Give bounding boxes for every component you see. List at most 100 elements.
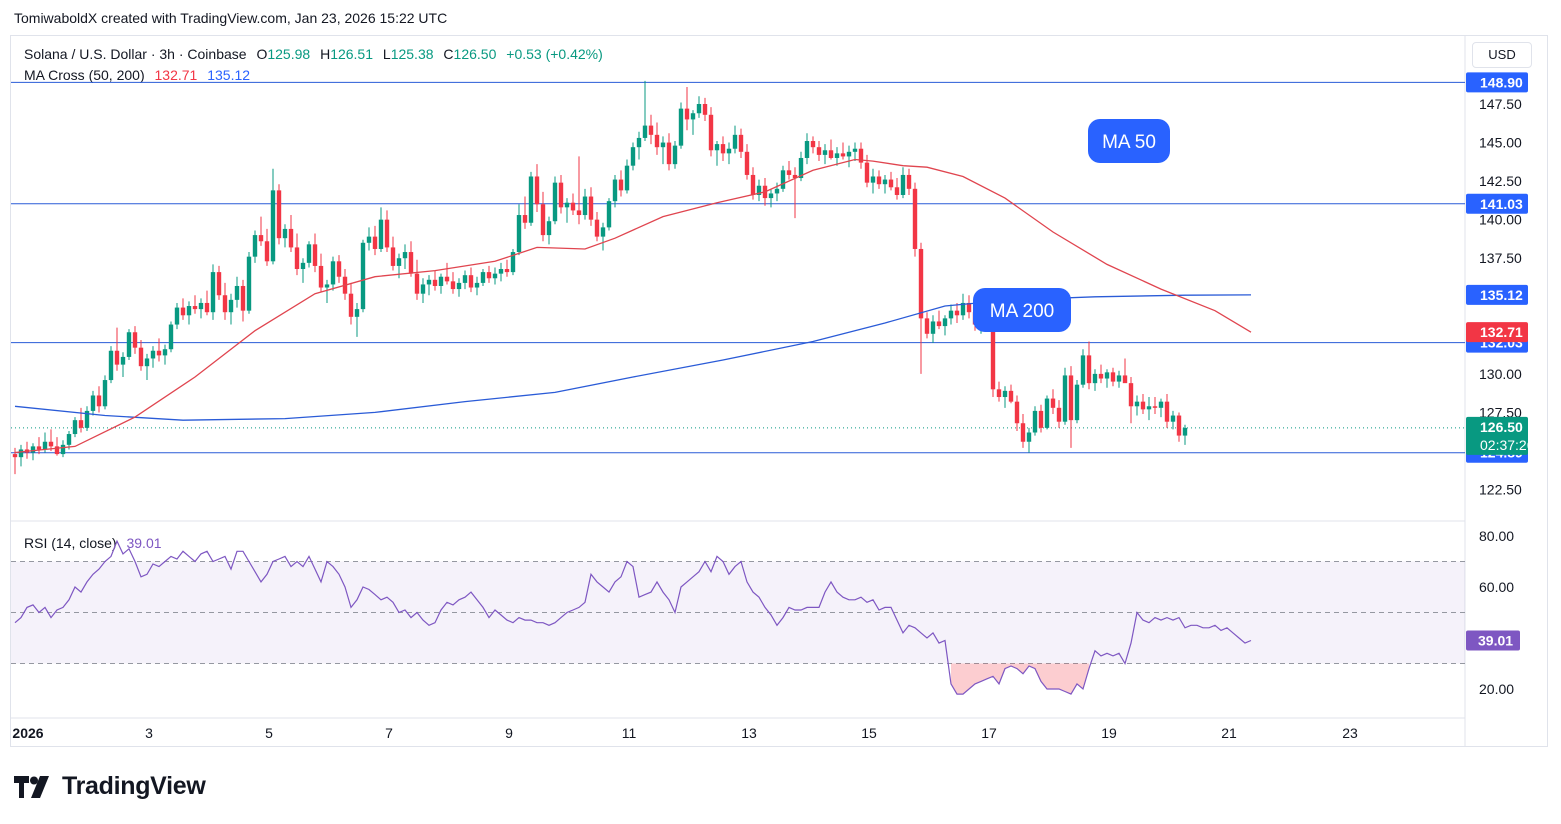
candle-body [612, 179, 618, 202]
candle-body [858, 148, 864, 163]
candle-body [402, 252, 408, 259]
candle-body [60, 444, 66, 455]
candle-body [450, 281, 456, 290]
candle [348, 282, 354, 325]
time-tick-label: 7 [385, 725, 393, 741]
candle [870, 168, 876, 194]
candle-body [996, 389, 1002, 398]
candle [1056, 400, 1062, 428]
candle-body [738, 134, 744, 152]
candle-body [30, 446, 36, 453]
candle-body [480, 272, 486, 283]
candle-body [756, 185, 762, 195]
time-tick-label: 17 [981, 725, 997, 741]
candle [480, 269, 486, 286]
candle [516, 204, 522, 256]
candle [420, 278, 426, 303]
candle-body [810, 141, 816, 148]
rsi-legend[interactable]: RSI (14, close) 39.01 [24, 535, 168, 551]
candle [354, 302, 360, 337]
currency-button[interactable]: USD [1472, 42, 1532, 68]
symbol-title: Solana / U.S. Dollar · 3h · Coinbase [24, 46, 247, 62]
candle [852, 142, 858, 162]
candle [528, 171, 534, 226]
candle [522, 196, 528, 229]
candle-body [570, 202, 576, 211]
candle-body [660, 142, 666, 148]
candle [96, 386, 102, 413]
candle-body [600, 227, 606, 237]
candle-body [930, 321, 936, 334]
time-tick-label: 13 [741, 725, 757, 741]
candle [330, 256, 336, 291]
candle [174, 302, 180, 330]
candle-body [108, 350, 114, 381]
candle-body [936, 321, 942, 327]
candle [288, 215, 294, 253]
candle-body [486, 272, 492, 279]
time-tick-label: 21 [1221, 725, 1237, 741]
candle-body [516, 215, 522, 253]
candle [768, 188, 774, 208]
candle [90, 390, 96, 416]
candle [204, 290, 210, 316]
candle-body [378, 219, 384, 249]
candle [954, 302, 960, 323]
ma50-annotation-text: MA 50 [1102, 132, 1156, 153]
level-price-tag: 141.03 [1466, 193, 1528, 214]
candle [1044, 395, 1050, 430]
candle [1008, 384, 1014, 404]
candle-body [282, 228, 288, 239]
rsi-value-tag-bg [1466, 630, 1520, 651]
candle-body [246, 256, 252, 311]
candle-body [732, 134, 738, 149]
ma50-line [14, 158, 1252, 454]
candle [306, 241, 312, 268]
candle-body [426, 279, 432, 285]
candle [1086, 341, 1092, 390]
candle [402, 244, 408, 270]
candle [822, 144, 828, 165]
candle [318, 253, 324, 293]
candle [486, 265, 492, 283]
candle-body [1008, 390, 1014, 402]
ma-legend[interactable]: MA Cross (50, 200) 132.71 135.12 [24, 67, 256, 83]
time-tick-label: 9 [505, 725, 513, 741]
candle [132, 326, 138, 354]
candle-body [780, 170, 786, 189]
tradingview-brand[interactable]: TradingView [14, 772, 206, 801]
candle-body [126, 332, 132, 357]
candle-body [330, 261, 336, 285]
candle-body [372, 236, 378, 249]
candle [456, 278, 462, 297]
chart-frame[interactable] [10, 35, 1548, 747]
rsi-value-tag-text: 39.01 [1478, 633, 1513, 649]
candle-body [138, 347, 144, 367]
candle-body [792, 174, 798, 179]
candle-body [552, 182, 558, 222]
candle-body [150, 350, 156, 359]
candle [600, 222, 606, 251]
candle [336, 255, 342, 283]
candle-body [1122, 375, 1128, 384]
candle [498, 262, 504, 282]
candle-body [720, 144, 726, 154]
close-value: 126.50 [453, 46, 497, 62]
candle [576, 156, 582, 225]
candle [1062, 367, 1068, 425]
candle [78, 407, 84, 433]
candle [450, 272, 456, 294]
candle-body [180, 307, 186, 316]
candle-body [804, 141, 810, 158]
candle-body [1068, 375, 1074, 421]
level-price-tag-bg [1466, 72, 1528, 93]
candle [546, 216, 552, 245]
rsi-band [11, 561, 1465, 664]
indicator-price-tag: 132.71 [1466, 322, 1528, 343]
candle [696, 96, 702, 118]
candle [774, 182, 780, 202]
candle [60, 440, 66, 458]
candle-body [312, 244, 318, 266]
candle [1080, 349, 1086, 388]
